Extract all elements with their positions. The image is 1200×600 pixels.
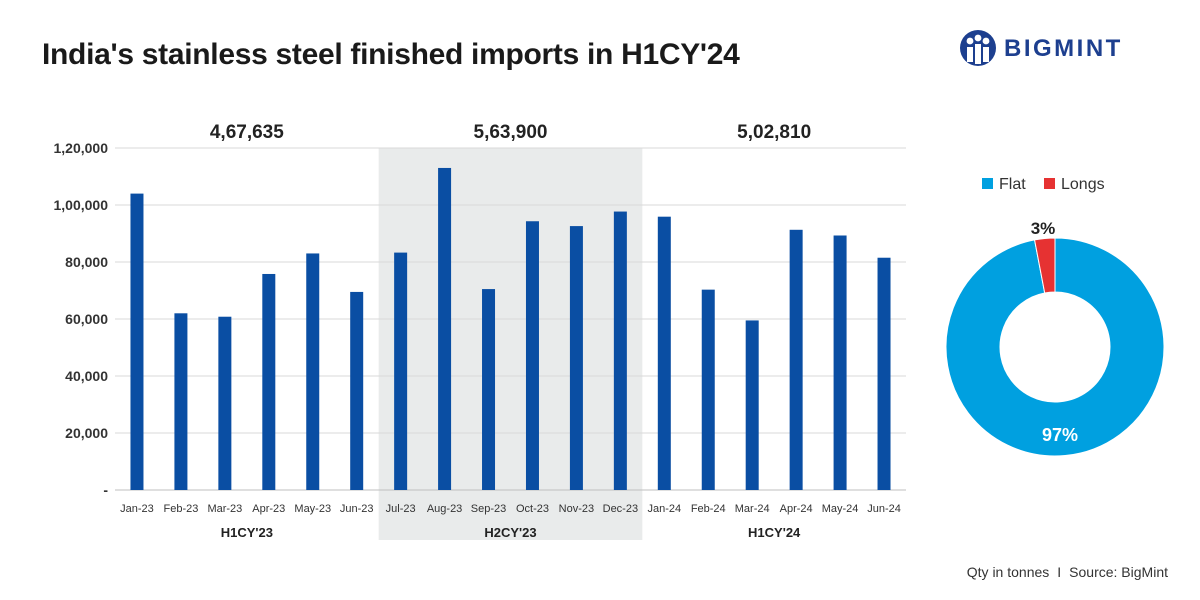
bar-jan-23	[130, 193, 144, 490]
donut-chart: Flat Longs 97% 3%	[945, 176, 1165, 457]
x-tick-label: Mar-23	[207, 503, 242, 515]
group-total-label: 5,02,810	[737, 122, 811, 143]
bar-may-24	[833, 235, 847, 490]
x-tick-label: Aug-23	[427, 503, 462, 515]
bar-apr-23	[262, 273, 276, 490]
bar-feb-23	[174, 313, 188, 490]
bigmint-logo-icon	[960, 30, 996, 66]
group-label: H2CY'23	[484, 525, 536, 540]
bar-may-23	[306, 253, 320, 490]
legend-label-longs: Longs	[1061, 176, 1105, 193]
y-tick-label: -	[103, 482, 108, 498]
x-tick-label: Feb-24	[691, 503, 726, 515]
x-tick-label: Apr-24	[780, 503, 813, 515]
x-tick-label: May-23	[294, 503, 331, 515]
x-tick-label: Jun-23	[340, 503, 374, 515]
x-tick-label: Jan-23	[120, 503, 154, 515]
legend-swatch-longs	[1044, 178, 1055, 189]
x-tick-label: Sep-23	[471, 503, 506, 515]
y-tick-label: 40,000	[65, 368, 108, 384]
x-tick-label: Oct-23	[516, 503, 549, 515]
slice-label-longs: 3%	[1031, 219, 1056, 238]
footer-separator: I	[1057, 564, 1062, 580]
bar-mar-24	[745, 320, 759, 490]
bar-jul-23	[394, 252, 408, 490]
legend-swatch-flat	[982, 178, 993, 189]
highlight-band-h2cy23	[378, 148, 643, 540]
bar-nov-23	[569, 226, 583, 490]
y-tick-label: 1,20,000	[54, 140, 109, 156]
x-tick-label: Apr-23	[252, 503, 285, 515]
x-tick-label: Jun-24	[867, 503, 901, 515]
bar-chart: - 20,000 40,000 60,000 80,000 1,00,000 1,20,00…	[54, 122, 906, 540]
y-tick-label: 20,000	[65, 425, 108, 441]
bigmint-logo: BIGMINT	[958, 26, 1158, 70]
x-tick-label: Feb-23	[163, 503, 198, 515]
bigmint-logo-text: BIGMINT	[1004, 35, 1123, 62]
x-tick-label: Nov-23	[559, 503, 594, 515]
slice-flat	[945, 237, 1165, 457]
group-label: H1CY'23	[221, 525, 273, 540]
bar-aug-23	[438, 167, 452, 490]
bar-mar-23	[218, 316, 232, 490]
x-tick-label: May-24	[822, 503, 859, 515]
bar-jun-24	[877, 257, 891, 490]
chart-title: India's stainless steel finished imports…	[42, 38, 740, 71]
slice-label-flat: 97%	[1042, 425, 1078, 445]
y-tick-label: 60,000	[65, 311, 108, 327]
source-note: Source: BigMint	[1069, 564, 1168, 580]
bar-sep-23	[482, 289, 496, 490]
x-tick-label: Jan-24	[647, 503, 681, 515]
group-label: H1CY'24	[748, 525, 801, 540]
y-tick-label: 80,000	[65, 254, 108, 270]
x-tick-label: Mar-24	[735, 503, 770, 515]
x-tick-label: Jul-23	[386, 503, 416, 515]
slice-longs	[1033, 237, 1056, 294]
bar-jan-24	[657, 216, 671, 490]
bar-jun-23	[350, 291, 364, 490]
bar-oct-23	[525, 221, 539, 490]
group-total-label: 5,63,900	[474, 122, 548, 143]
bar-feb-24	[701, 289, 715, 490]
bar-apr-24	[789, 229, 803, 491]
y-tick-label: 1,00,000	[54, 197, 109, 213]
x-tick-label: Dec-23	[603, 503, 638, 515]
chart-footer: Qty in tonnes I Source: BigMint	[967, 564, 1168, 580]
legend-label-flat: Flat	[999, 176, 1026, 193]
group-total-label: 4,67,635	[210, 122, 284, 143]
unit-note: Qty in tonnes	[966, 564, 1050, 580]
bar-dec-23	[613, 211, 627, 490]
